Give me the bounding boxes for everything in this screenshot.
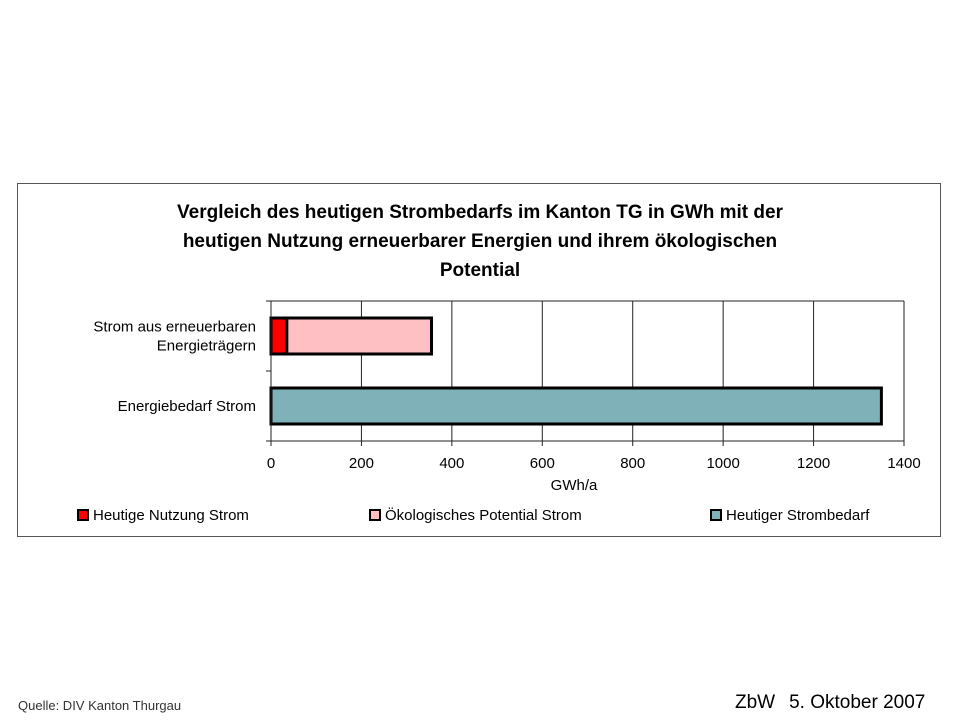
x-tick-label: 800: [620, 455, 645, 472]
x-tick-label: 1200: [797, 455, 830, 472]
chart-frame: Vergleich des heutigen Strombedarfs im K…: [17, 183, 941, 537]
chart-title-line: Vergleich des heutigen Strombedarfs im K…: [177, 202, 783, 223]
x-tick-label: 400: [439, 455, 464, 472]
bar-chart: 0 200 400 600 800 1000 1200 1400 Strom aus erneu…: [77, 300, 921, 524]
legend-swatch: [77, 509, 89, 521]
footer-date: 5. Oktober 2007: [789, 692, 926, 713]
legend-label: Ökologisches Potential Strom: [385, 506, 582, 524]
bar-segment: [285, 316, 434, 356]
bar-segment: [269, 386, 883, 426]
chart-title: Vergleich des heutigen Strombedarfs im K…: [18, 198, 942, 285]
category-label: Energiebedarf Strom: [118, 398, 256, 415]
bar-segment: [269, 316, 289, 356]
x-tick-label: 1400: [887, 455, 920, 472]
x-tick-label: 1000: [706, 455, 739, 472]
x-tick-label: 600: [530, 455, 555, 472]
category-label: Strom aus erneuerbaren: [93, 319, 256, 336]
chart-title-line: heutigen Nutzung erneuerbarer Energien u…: [182, 231, 778, 252]
legend-label: Heutige Nutzung Strom: [93, 507, 249, 524]
chart-title-line: Potential: [439, 260, 521, 281]
category-label: Energieträgern: [157, 338, 256, 355]
x-tick-label: 200: [349, 455, 374, 472]
legend-label: Heutiger Strombedarf: [726, 507, 870, 524]
source-note: Quelle: DIV Kanton Thurgau: [18, 698, 182, 713]
footer-org: ZbW: [735, 692, 776, 713]
footer: ZbW 5. Oktober 2007: [735, 692, 925, 714]
legend-swatch: [369, 509, 381, 521]
x-axis-label: GWh/a: [551, 477, 598, 494]
x-tick-label: 0: [267, 455, 275, 472]
legend-swatch: [710, 509, 722, 521]
